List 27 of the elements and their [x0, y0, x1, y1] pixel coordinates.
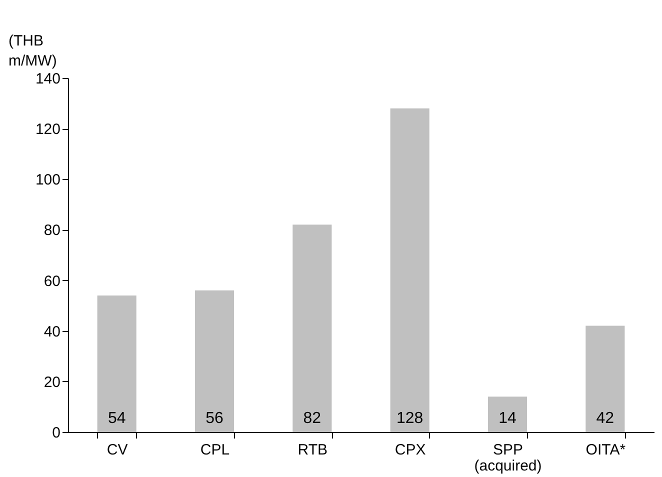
y-tick-label: 60: [44, 272, 60, 290]
data-label: 56: [206, 410, 224, 427]
y-tick-label: 0: [52, 424, 60, 442]
data-label: 42: [596, 410, 614, 427]
y-tick-label: 100: [35, 172, 60, 189]
bar: [97, 295, 136, 432]
bar: [292, 224, 332, 432]
data-label: 128: [396, 410, 424, 427]
x-tick-label: OITA*: [586, 442, 626, 458]
data-label: 82: [303, 410, 322, 427]
bar: [194, 290, 234, 432]
y-tick-label: 80: [44, 222, 60, 240]
x-tick-label: CPX: [394, 442, 426, 458]
data-label: 54: [108, 410, 126, 427]
bar: [586, 326, 625, 432]
y-tick-label: 20: [44, 374, 60, 391]
x-tick-label: SPP (acquired): [474, 442, 542, 474]
x-tick-label: RTB: [298, 442, 328, 458]
bar: [390, 108, 430, 432]
x-tick-label: CV: [106, 442, 128, 458]
y-tick-label: 120: [35, 121, 60, 138]
bar: [488, 396, 528, 432]
y-axis-title: (THB m/MW): [8, 32, 57, 70]
y-tick-label: 40: [44, 323, 60, 340]
y-tick-label: 140: [35, 70, 60, 88]
data-label: 14: [498, 410, 516, 427]
x-tick-label: CPL: [200, 442, 230, 458]
